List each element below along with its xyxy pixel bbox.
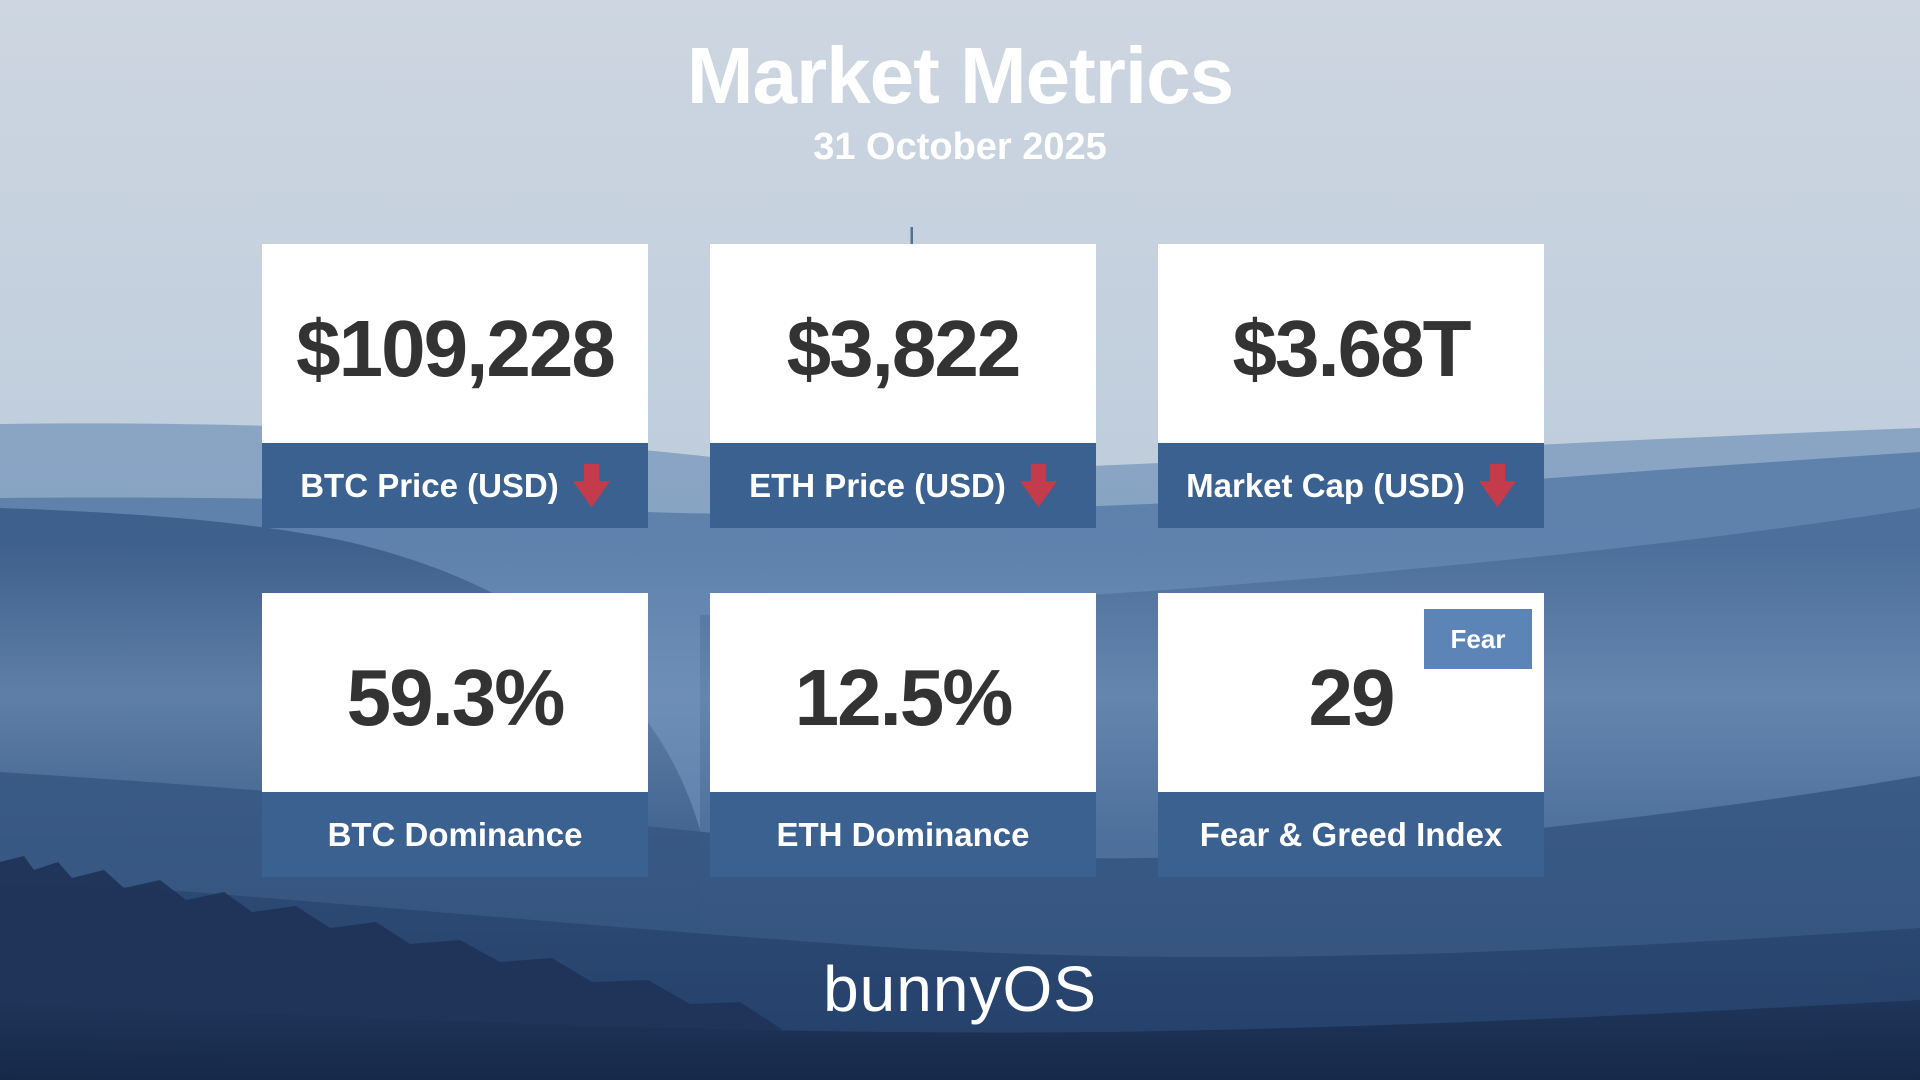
metric-label-band: BTC Dominance	[262, 792, 648, 877]
page-title: Market Metrics	[686, 31, 1234, 120]
card-btc-dominance: 59.3% BTC Dominance	[262, 593, 648, 877]
card-btc-price: $109,228 BTC Price (USD)	[262, 244, 648, 528]
brand-wordmark: bunnyOS	[823, 953, 1097, 1025]
eth-price-value: $3,822	[786, 303, 1022, 393]
metric-value-area: $3.68T	[1158, 244, 1544, 443]
card-market-cap: $3.68T Market Cap (USD)	[1158, 244, 1544, 528]
eth-dominance-value: 12.5%	[794, 652, 1014, 742]
btc-price-value: $109,228	[296, 303, 616, 393]
sentiment-badge: Fear	[1424, 609, 1532, 669]
down-arrow-icon	[572, 463, 610, 508]
card-eth-price: $3,822 ETH Price (USD)	[710, 244, 1096, 528]
btc-dominance-label: BTC Dominance	[327, 815, 583, 853]
down-arrow-icon	[1478, 463, 1516, 508]
footer: bunnyOS	[0, 952, 1920, 1026]
metric-label-band: ETH Dominance	[710, 792, 1096, 877]
metric-label-band: Market Cap (USD)	[1158, 443, 1544, 528]
metric-value-area: 12.5%	[710, 593, 1096, 792]
metric-value-area: 59.3%	[262, 593, 648, 792]
fear-greed-value: 29	[1308, 652, 1396, 742]
header: Market Metrics 31 October 2025	[0, 34, 1920, 169]
btc-price-label: BTC Price (USD)	[300, 466, 559, 504]
metrics-grid: $109,228 BTC Price (USD) $3,822 ETH Pric…	[262, 244, 1544, 877]
eth-price-label: ETH Price (USD)	[749, 466, 1006, 504]
metric-value-area: $109,228	[262, 244, 648, 443]
market-cap-value: $3.68T	[1232, 303, 1471, 393]
metric-label-band: BTC Price (USD)	[262, 443, 648, 528]
btc-dominance-value: 59.3%	[346, 652, 566, 742]
card-fear-greed: Fear 29 Fear & Greed Index	[1158, 593, 1544, 877]
down-arrow-icon	[1019, 463, 1057, 508]
market-cap-label: Market Cap (USD)	[1186, 466, 1465, 504]
metric-value-area: $3,822	[710, 244, 1096, 443]
card-eth-dominance: 12.5% ETH Dominance	[710, 593, 1096, 877]
metric-label-band: Fear & Greed Index	[1158, 792, 1544, 877]
eth-dominance-label: ETH Dominance	[776, 815, 1030, 853]
fear-greed-label: Fear & Greed Index	[1199, 815, 1503, 853]
metric-label-band: ETH Price (USD)	[710, 443, 1096, 528]
report-date: 31 October 2025	[813, 126, 1107, 168]
